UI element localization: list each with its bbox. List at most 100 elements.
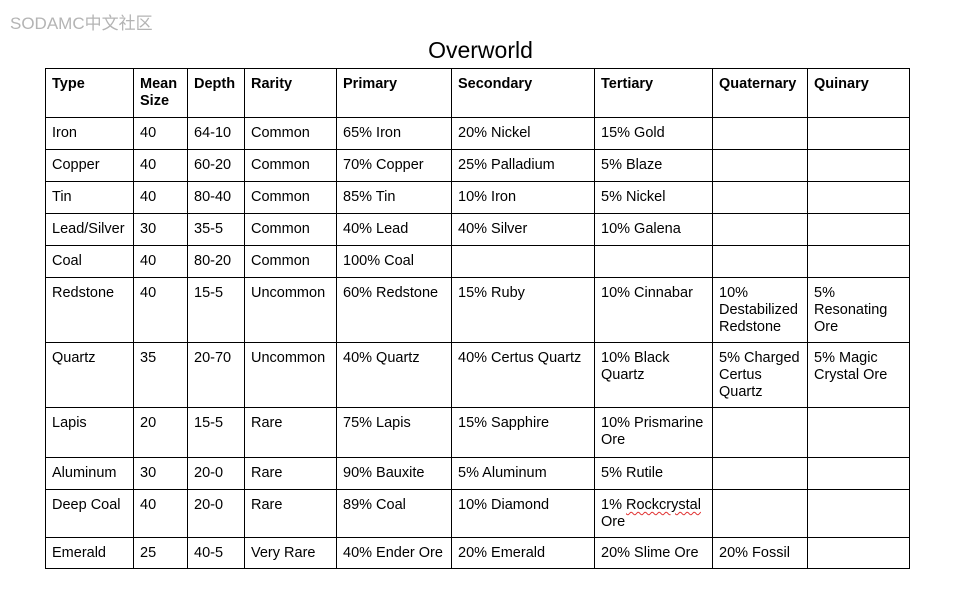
- table-cell: 40: [133, 489, 188, 538]
- table-cell: 5% Blaze: [594, 149, 713, 182]
- table-cell: Aluminum: [45, 457, 134, 490]
- column-header-primary: Primary: [336, 68, 452, 118]
- table-row: Lapis 20 15-5 Rare 75% Lapis 15% Sapphire 10% …: [45, 407, 910, 458]
- table-cell: [807, 537, 910, 569]
- table-cell: [807, 245, 910, 278]
- table-cell: [712, 407, 808, 458]
- column-header-rarity: Rarity: [244, 68, 337, 118]
- table-cell: 70% Copper: [336, 149, 452, 182]
- table-cell: 40% Quartz: [336, 342, 452, 408]
- table-cell: 5% Magic Crystal Ore: [807, 342, 910, 408]
- table-cell: Rare: [244, 407, 337, 458]
- table-cell: 10% Iron: [451, 181, 595, 214]
- table-cell: 40: [133, 277, 188, 343]
- ore-table: Type Mean Size Depth Rarity Primary Secondary…: [45, 68, 910, 569]
- table-cell: 20% Emerald: [451, 537, 595, 569]
- table-cell: 20: [133, 407, 188, 458]
- table-cell: 10% Black Quartz: [594, 342, 713, 408]
- table-cell: 10% Cinnabar: [594, 277, 713, 343]
- table-cell: [807, 457, 910, 490]
- table-cell: 40-5: [187, 537, 245, 569]
- table-cell: 89% Coal: [336, 489, 452, 538]
- table-cell: 40: [133, 181, 188, 214]
- column-header-quinary: Quinary: [807, 68, 910, 118]
- table-cell: 35: [133, 342, 188, 408]
- table-row: Tin 40 80-40 Common 85% Tin 10% Iron 5% Nickel: [45, 181, 910, 214]
- table-row: Redstone 40 15-5 Uncommon 60% Redstone 15% Ru…: [45, 277, 910, 343]
- table-row: Lead/Silver 30 35-5 Common 40% Lead 40% Silve…: [45, 213, 910, 246]
- table-cell: [807, 213, 910, 246]
- table-cell: 10% Galena: [594, 213, 713, 246]
- column-header-tertiary: Tertiary: [594, 68, 713, 118]
- table-cell: 80-40: [187, 181, 245, 214]
- table-cell: Tin: [45, 181, 134, 214]
- table-cell: 20% Fossil: [712, 537, 808, 569]
- table-cell: 40: [133, 245, 188, 278]
- table-cell: 75% Lapis: [336, 407, 452, 458]
- watermark: SODAMC中文社区: [10, 14, 153, 33]
- table-cell: 64-10: [187, 117, 245, 150]
- table-cell: 65% Iron: [336, 117, 452, 150]
- table-row: Coal 40 80-20 Common 100% Coal: [45, 245, 910, 278]
- table-cell: Uncommon: [244, 342, 337, 408]
- column-header-secondary: Secondary: [451, 68, 595, 118]
- table-cell: 15-5: [187, 407, 245, 458]
- table-cell: [712, 213, 808, 246]
- table-cell: 5% Rutile: [594, 457, 713, 490]
- header-row: Type Mean Size Depth Rarity Primary Secondary…: [45, 68, 910, 118]
- table-cell: 40% Ender Ore: [336, 537, 452, 569]
- table-cell: 15% Ruby: [451, 277, 595, 343]
- table-cell: Deep Coal: [45, 489, 134, 538]
- table-cell: Lapis: [45, 407, 134, 458]
- table-cell: [712, 245, 808, 278]
- table-cell: 30: [133, 213, 188, 246]
- table-cell: Emerald: [45, 537, 134, 569]
- table-cell: 20-0: [187, 489, 245, 538]
- table-cell: 5% Nickel: [594, 181, 713, 214]
- table-cell: Common: [244, 149, 337, 182]
- table-cell: [807, 407, 910, 458]
- table-row: Iron 40 64-10 Common 65% Iron 20% Nickel 15% G…: [45, 117, 910, 150]
- table-cell: 1% Rockcrystal Ore: [594, 489, 713, 538]
- table-row: Emerald 25 40-5 Very Rare 40% Ender Ore 20% E…: [45, 537, 910, 569]
- table-cell: 15-5: [187, 277, 245, 343]
- table-cell: Copper: [45, 149, 134, 182]
- table-cell: Iron: [45, 117, 134, 150]
- column-header-quaternary: Quaternary: [712, 68, 808, 118]
- table-cell: Quartz: [45, 342, 134, 408]
- table-cell: 5% Resonating Ore: [807, 277, 910, 343]
- table-cell: Lead/Silver: [45, 213, 134, 246]
- table-cell: Rare: [244, 457, 337, 490]
- table-cell: [712, 149, 808, 182]
- table-cell: [807, 117, 910, 150]
- table-cell: 40: [133, 117, 188, 150]
- table-cell: 10% Prismarine Ore: [594, 407, 713, 458]
- table-cell: 90% Bauxite: [336, 457, 452, 490]
- table-cell: 5% Aluminum: [451, 457, 595, 490]
- table-cell: 35-5: [187, 213, 245, 246]
- table-cell: [594, 245, 713, 278]
- table-cell: [807, 489, 910, 538]
- table-cell: 30: [133, 457, 188, 490]
- table-cell: Common: [244, 245, 337, 278]
- table-cell: 20-70: [187, 342, 245, 408]
- table-cell: Coal: [45, 245, 134, 278]
- table-cell: [712, 181, 808, 214]
- table-row: Deep Coal 40 20-0 Rare 89% Coal 10% Diamond 1%…: [45, 489, 910, 538]
- table-cell: Common: [244, 117, 337, 150]
- table-row: Copper 40 60-20 Common 70% Copper 25% Palladi…: [45, 149, 910, 182]
- table-row: Quartz 35 20-70 Uncommon 40% Quartz 40% Certu…: [45, 342, 910, 408]
- table-cell: 40% Lead: [336, 213, 452, 246]
- table-cell: Common: [244, 213, 337, 246]
- table-cell: 40% Silver: [451, 213, 595, 246]
- table-cell: 25: [133, 537, 188, 569]
- table-cell: 40: [133, 149, 188, 182]
- table-cell: 60% Redstone: [336, 277, 452, 343]
- table-cell: 15% Gold: [594, 117, 713, 150]
- table-cell: [712, 457, 808, 490]
- table-cell: 25% Palladium: [451, 149, 595, 182]
- table-cell: [712, 117, 808, 150]
- column-header-mean-size: Mean Size: [133, 68, 188, 118]
- table-cell: 15% Sapphire: [451, 407, 595, 458]
- table-cell: 5% Charged Certus Quartz: [712, 342, 808, 408]
